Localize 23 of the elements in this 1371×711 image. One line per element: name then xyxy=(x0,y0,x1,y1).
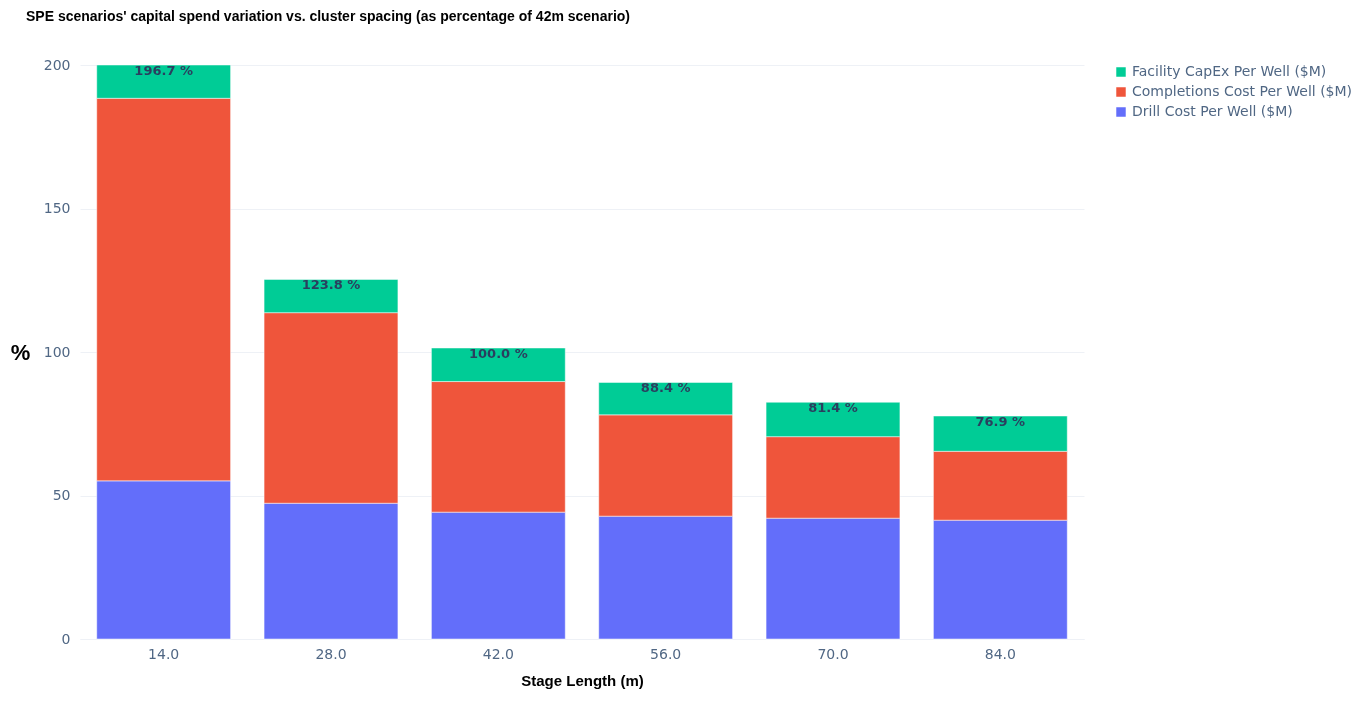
y-tick-label: 150 xyxy=(43,200,71,216)
legend-label: Drill Cost Per Well ($M) xyxy=(1132,103,1293,119)
y-tick-label: 200 xyxy=(43,56,71,73)
annotation: 123.8 % xyxy=(301,277,361,293)
chart-title: SPE scenarios' capital spend variation vs. cluster spacing (as percentage of 42m scenario) xyxy=(26,8,631,24)
x-axis-title: Stage Length (m) xyxy=(521,671,644,689)
x-tick-label: 28.0 xyxy=(315,645,347,662)
x-tick-label: 42.0 xyxy=(482,645,514,662)
legend-label: Facility CapEx Per Well ($M) xyxy=(1132,63,1327,79)
annotation: 88.4 % xyxy=(640,380,691,396)
y-axis-title: % xyxy=(10,339,31,365)
y-tick-label: 50 xyxy=(52,487,71,503)
x-tick-label: 84.0 xyxy=(984,645,1016,662)
x-tick-label: 56.0 xyxy=(650,645,682,662)
x-tick-label: 14.0 xyxy=(148,645,180,662)
annotation: 76.9 % xyxy=(975,414,1026,429)
annotation: 100.0 % xyxy=(469,345,528,361)
annotation: 81.4 % xyxy=(808,400,858,416)
y-tick-label: 0 xyxy=(61,630,71,647)
legend-label: Completions Cost Per Well ($M) xyxy=(1132,83,1353,99)
annotation: 196.7 % xyxy=(134,63,193,78)
x-tick-label: 70.0 xyxy=(817,645,849,662)
y-tick-label: 100 xyxy=(43,343,71,360)
